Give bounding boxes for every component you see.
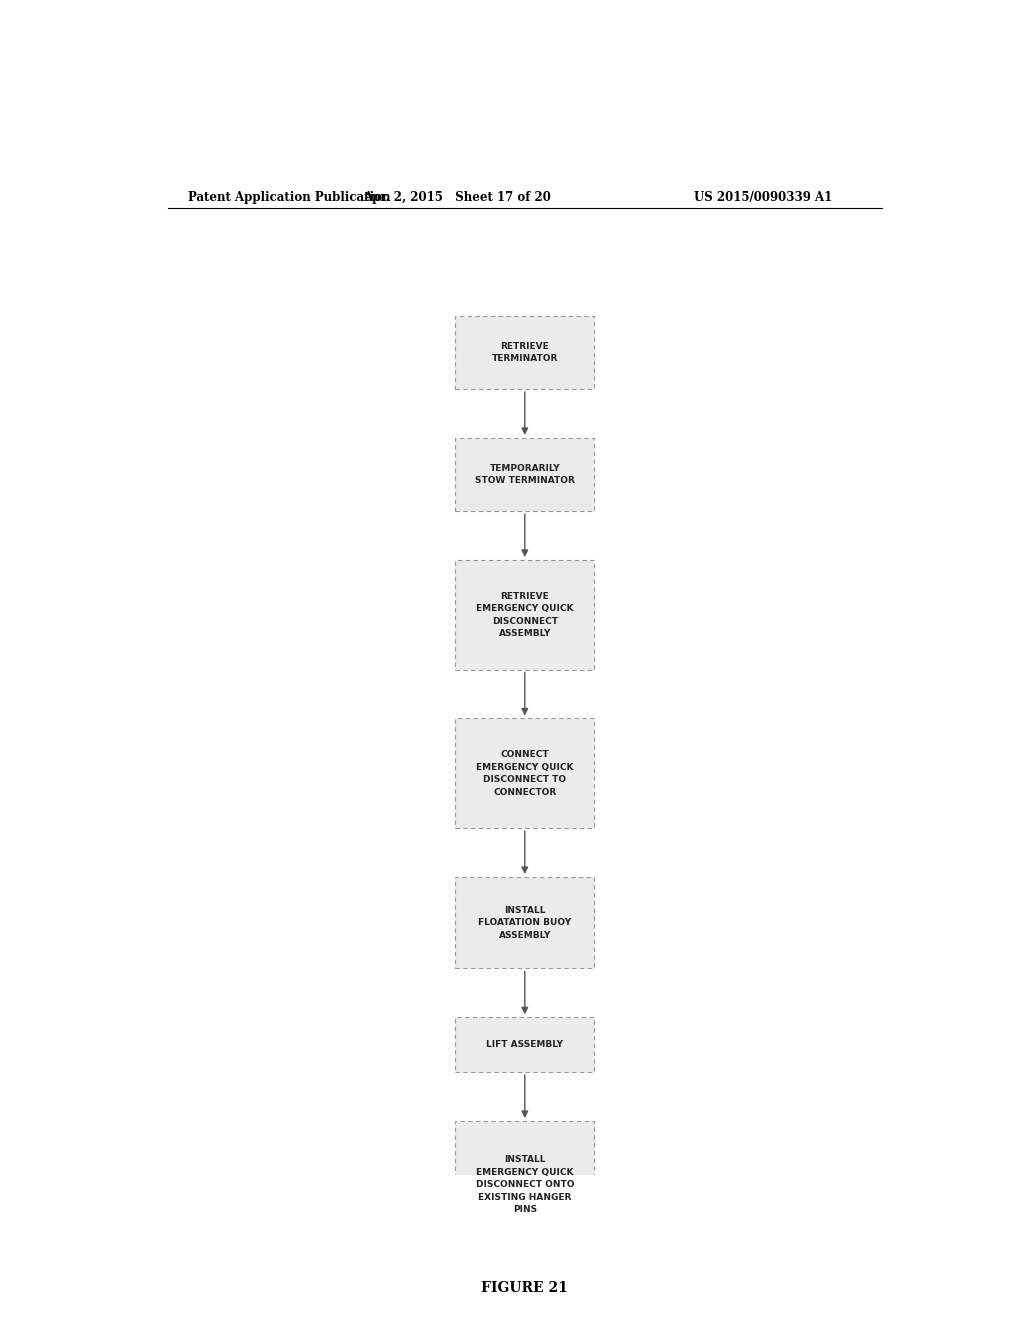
Text: Patent Application Publication: Patent Application Publication (187, 190, 390, 203)
FancyBboxPatch shape (456, 1018, 594, 1072)
Text: LIFT ASSEMBLY: LIFT ASSEMBLY (486, 1040, 563, 1049)
Text: CONNECT
EMERGENCY QUICK
DISCONNECT TO
CONNECTOR: CONNECT EMERGENCY QUICK DISCONNECT TO CO… (476, 750, 573, 796)
Text: FIGURE 21: FIGURE 21 (481, 1280, 568, 1295)
Text: RETRIEVE
TERMINATOR: RETRIEVE TERMINATOR (492, 342, 558, 363)
Text: Apr. 2, 2015   Sheet 17 of 20: Apr. 2, 2015 Sheet 17 of 20 (364, 190, 551, 203)
Text: INSTALL
FLOATATION BUOY
ASSEMBLY: INSTALL FLOATATION BUOY ASSEMBLY (478, 906, 571, 940)
FancyBboxPatch shape (456, 560, 594, 669)
FancyBboxPatch shape (456, 438, 594, 511)
Text: INSTALL
EMERGENCY QUICK
DISCONNECT ONTO
EXISTING HANGER
PINS: INSTALL EMERGENCY QUICK DISCONNECT ONTO … (475, 1155, 574, 1214)
Text: TEMPORARILY
STOW TERMINATOR: TEMPORARILY STOW TERMINATOR (475, 463, 574, 486)
Text: RETRIEVE
EMERGENCY QUICK
DISCONNECT
ASSEMBLY: RETRIEVE EMERGENCY QUICK DISCONNECT ASSE… (476, 591, 573, 638)
FancyBboxPatch shape (456, 1121, 594, 1249)
FancyBboxPatch shape (456, 876, 594, 969)
FancyBboxPatch shape (456, 718, 594, 828)
FancyBboxPatch shape (456, 315, 594, 389)
Text: US 2015/0090339 A1: US 2015/0090339 A1 (693, 190, 833, 203)
